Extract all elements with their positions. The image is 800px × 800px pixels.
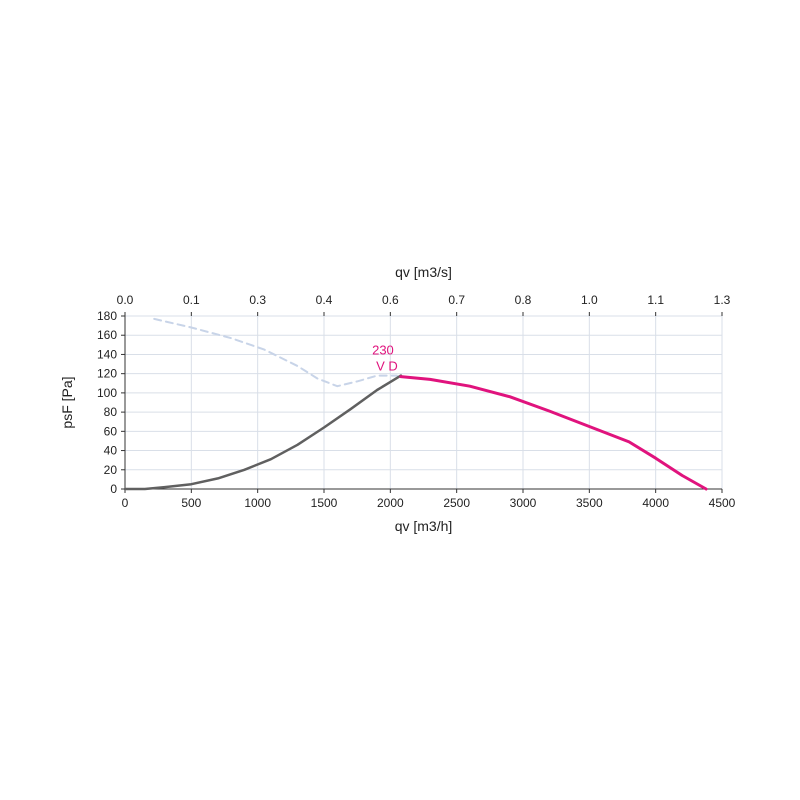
working-curve [399,375,708,491]
x2-tick-label: 1.1 [647,293,664,307]
x2-tick-label: 1.3 [714,293,731,307]
x-tick-label: 2000 [377,496,404,510]
x-tick-label: 500 [181,496,201,510]
x2-axis-label: qv [m3/s] [395,264,452,280]
x2-tick-label: 0.8 [515,293,532,307]
y-tick-label: 80 [104,405,118,419]
curve-annotation-mode: V D [376,359,398,374]
x-tick-label: 1000 [244,496,271,510]
curve-annotation-speed: 230 [372,343,394,358]
y-axis-label: psF [Pa] [59,376,75,428]
plot-frame [124,315,723,490]
axes: 0 20 40 60 80 100 120 140 160 180 0 500 1000 1500 2000… [97,293,736,510]
y-tick-label: 40 [104,444,118,458]
x2-tick-label: 0.1 [183,293,200,307]
x-tick-label: 4500 [709,496,736,510]
x-tick-label: 0 [122,496,129,510]
x-tick-label: 2500 [443,496,470,510]
x2-tick-label: 0.0 [117,293,134,307]
x-tick-label: 4000 [642,496,669,510]
x2-tick-label: 1.0 [581,293,598,307]
y-tick-label: 180 [97,309,117,323]
system-curve [123,374,403,491]
x-axis-label: qv [m3/h] [395,518,453,534]
y-tick-label: 120 [97,367,117,381]
x2-tick-label: 0.4 [316,293,333,307]
y-tick-label: 0 [110,482,117,496]
y-tick-label: 60 [104,424,118,438]
y-tick-label: 160 [97,328,117,342]
x2-tick-label: 0.7 [448,293,465,307]
x-tick-label: 3500 [576,496,603,510]
x2-tick-label: 0.3 [249,293,266,307]
y-tick-label: 20 [104,463,118,477]
grid [124,315,723,490]
dashed-curve [153,317,398,388]
x-tick-label: 3000 [510,496,537,510]
x-tick-label: 1500 [311,496,338,510]
y-tick-label: 100 [97,386,117,400]
series-layer [123,317,708,491]
x2-tick-label: 0.6 [382,293,399,307]
y-tick-label: 140 [97,347,117,361]
